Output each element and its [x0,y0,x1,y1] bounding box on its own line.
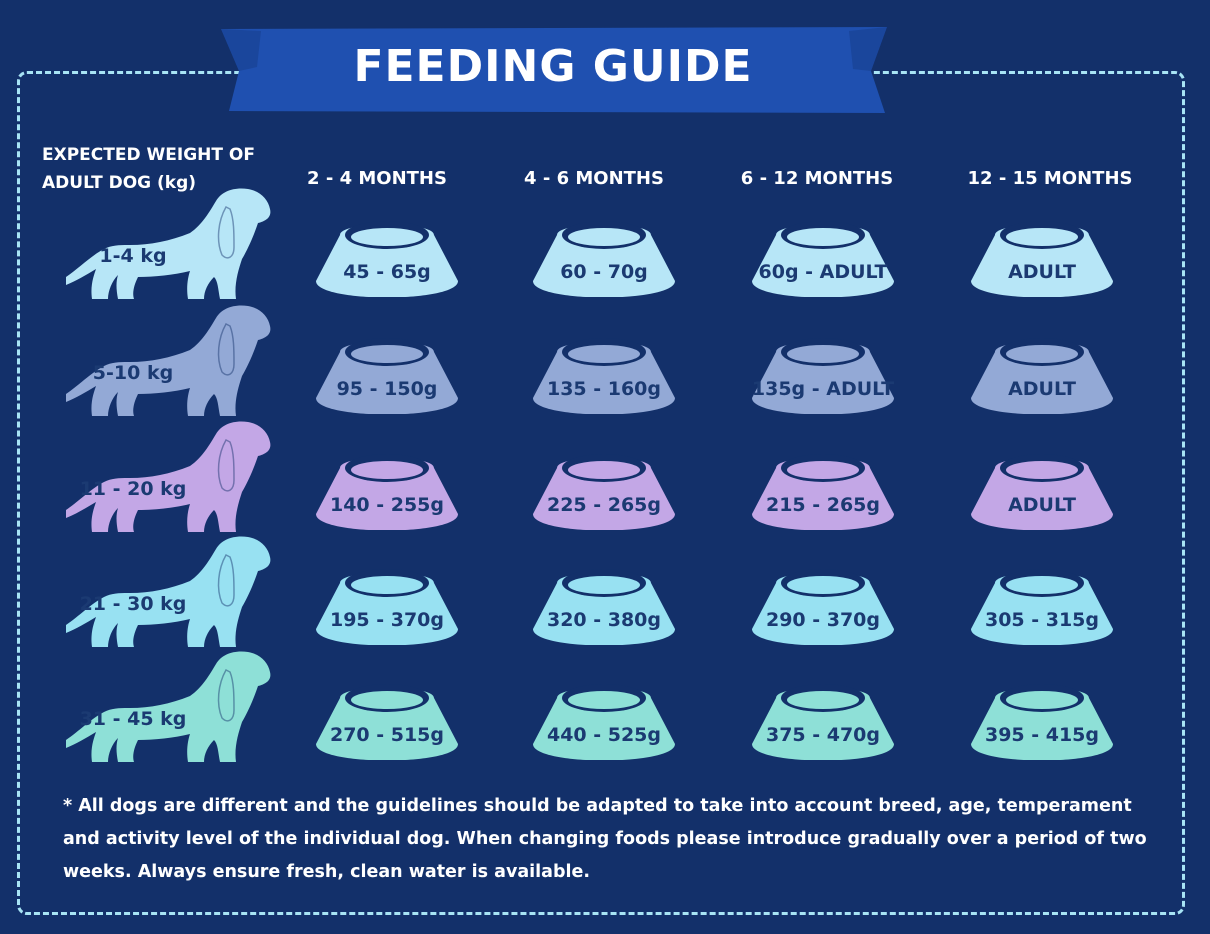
column-header-12-15-months: 12 - 15 MONTHS [967,168,1133,189]
food-bowl: 95 - 150g [312,332,462,414]
bowl-icon [971,221,1113,297]
bowl-icon [752,569,894,645]
weight-label: 5-10 kg [92,362,174,384]
bowl-icon [752,684,894,760]
bowl-icon [971,454,1113,530]
feeding-amount: 215 - 265g [765,494,881,516]
dog-silhouette-icon [58,418,272,534]
bowl-icon [752,454,894,530]
food-bowl: 140 - 255g [312,448,462,530]
food-bowl: ADULT [967,332,1117,414]
feeding-amount: ADULT [1008,261,1076,283]
feeding-amount: 45 - 65g [343,261,431,283]
food-bowl: 320 - 380g [529,563,679,645]
bowl-icon [971,338,1113,414]
footnote: * All dogs are different and the guideli… [63,796,1147,882]
food-bowl: 305 - 315g [967,563,1117,645]
food-bowl: 270 - 515g [312,678,462,760]
food-bowl: 60 - 70g [529,215,679,297]
bowl-icon [316,338,458,414]
bowl-icon [971,684,1113,760]
bowl-icon [316,221,458,297]
food-bowl: 215 - 265g [748,448,898,530]
food-bowl: 135g - ADULT [748,332,898,414]
food-bowl: ADULT [967,448,1117,530]
feeding-amount: 60 - 70g [560,261,648,283]
feeding-amount: 225 - 265g [546,494,662,516]
food-bowl: 395 - 415g [967,678,1117,760]
bowl-icon [752,338,894,414]
bowl-icon [316,569,458,645]
food-bowl: 225 - 265g [529,448,679,530]
food-bowl: ADULT [967,215,1117,297]
bowl-icon [971,569,1113,645]
bowl-icon [533,338,675,414]
column-header-6-12-months: 6 - 12 MONTHS [740,168,894,189]
column-header-2-4-months: 2 - 4 MONTHS [307,168,447,189]
food-bowl: 135 - 160g [529,332,679,414]
food-bowl: 45 - 65g [312,215,462,297]
feeding-amount: ADULT [1008,494,1076,516]
weight-column-header: EXPECTED WEIGHT OF ADULT DOG (kg) [42,145,255,193]
food-bowl: 60g - ADULT [748,215,898,297]
feeding-amount: 135g - ADULT [751,378,895,400]
feeding-amount: 375 - 470g [765,724,881,746]
food-bowl: 375 - 470g [748,678,898,760]
dog-silhouette-icon [58,533,272,649]
dog-silhouette-icon [58,302,272,418]
bowl-icon [533,221,675,297]
food-bowl: 195 - 370g [312,563,462,645]
feeding-amount: 135 - 160g [546,378,662,400]
bowl-icon [533,454,675,530]
weight-label: 31 - 45 kg [79,708,187,730]
column-header-4-6-months: 4 - 6 MONTHS [524,168,664,189]
page-title: FEEDING GUIDE [353,41,753,92]
weight-label: 11 - 20 kg [79,478,187,500]
bowl-icon [316,684,458,760]
feeding-amount: 60g - ADULT [758,261,888,283]
feeding-amount: 195 - 370g [329,609,445,631]
feeding-amount: 320 - 380g [546,609,662,631]
feeding-amount: 440 - 525g [546,724,662,746]
feeding-amount: 395 - 415g [984,724,1100,746]
bowl-icon [316,454,458,530]
food-bowl: 290 - 370g [748,563,898,645]
dog-silhouette-icon [58,648,272,764]
bowl-icon [752,221,894,297]
feeding-amount: 290 - 370g [765,609,881,631]
feeding-amount: ADULT [1008,378,1076,400]
weight-label: 1-4 kg [99,245,167,267]
title-banner [221,27,887,113]
food-bowl: 440 - 525g [529,678,679,760]
bowl-icon [533,569,675,645]
weight-label: 21 - 30 kg [79,593,187,615]
feeding-amount: 305 - 315g [984,609,1100,631]
feeding-amount: 95 - 150g [336,378,438,400]
dog-silhouette-icon [58,185,272,301]
feeding-amount: 140 - 255g [329,494,445,516]
feeding-amount: 270 - 515g [329,724,445,746]
bowl-icon [533,684,675,760]
